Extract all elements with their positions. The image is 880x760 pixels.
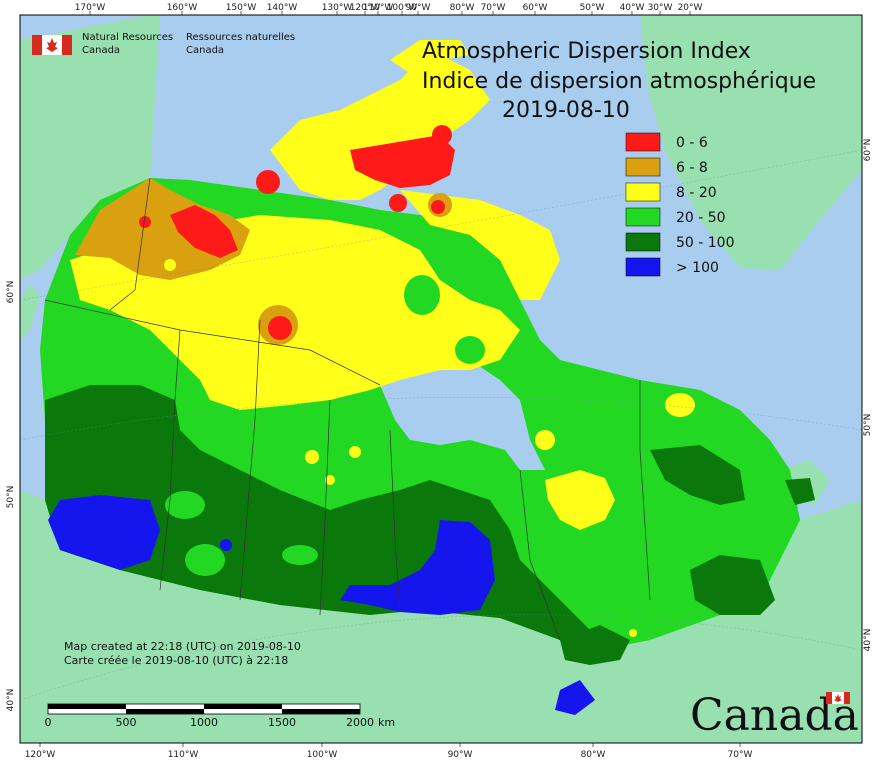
legend-label: 50 - 100 [676, 235, 735, 251]
top-tick-label: 40°W [620, 3, 645, 13]
scale-label: 1000 [190, 716, 218, 729]
top-tick-label: 90°W [406, 3, 431, 13]
bottom-tick-label: 100°W [307, 750, 338, 760]
bottom-tick-label: 120°W [25, 750, 56, 760]
credit-fr: Carte créée le 2019-08-10 (UTC) à 22:18 [64, 654, 288, 667]
title-fr: Indice de dispersion atmosphérique [422, 69, 816, 94]
legend-swatch [625, 232, 661, 252]
index-zones [45, 125, 815, 715]
wordmark-flag-icon [826, 692, 850, 704]
top-tick-label: 20°W [678, 3, 703, 13]
bottom-tick-label: 110°W [168, 750, 199, 760]
top-tick-label: 50°W [580, 3, 605, 13]
top-tick-label: 80°W [450, 3, 475, 13]
legend-label: > 100 [676, 260, 719, 276]
scale-label: 1500 [268, 716, 296, 729]
canada-wordmark: Canada [690, 690, 859, 741]
bottom-ticks: 120°W 110°W 100°W 90°W 80°W 70°W [25, 743, 753, 760]
left-tick-label: 50°N [6, 486, 16, 509]
legend-swatch [625, 207, 661, 227]
agency-fr-line1: Ressources naturelles [186, 32, 295, 43]
scale-unit: km [378, 716, 395, 729]
top-tick-label: 170°W [75, 3, 106, 13]
agency-logo: Natural Resources Canada Ressources natu… [32, 32, 295, 56]
top-tick-label: 120°W [350, 3, 381, 13]
credit-en: Map created at 22:18 (UTC) on 2019-08-10 [64, 640, 301, 653]
legend: 0 - 6 6 - 8 8 - 20 20 - 50 50 - 100 > 100 [625, 132, 735, 277]
legend-label: 8 - 20 [676, 185, 717, 201]
left-tick-label: 40°N [6, 689, 16, 712]
scale-bar: 0 500 1000 1500 2000 km [45, 703, 395, 729]
legend-label: 6 - 8 [676, 160, 708, 176]
top-tick-label: 150°W [226, 3, 257, 13]
right-tick-label: 60°N [863, 139, 873, 162]
top-ticks: 170°W 160°W 150°W 140°W 130°W120°W110°W100°W… [75, 3, 703, 15]
scale-label: 500 [116, 716, 137, 729]
left-ticks: 60°N 50°N 40°N [6, 281, 16, 712]
top-tick-label: 160°W [167, 3, 198, 13]
top-tick-label: 110°W [363, 3, 394, 13]
right-ticks: 60°N 50°N 40°N [863, 139, 873, 652]
top-tick-label: 30°W [648, 3, 673, 13]
scale-label: 0 [45, 716, 52, 729]
canada-flag-icon [32, 35, 72, 55]
bottom-tick-label: 90°W [448, 750, 473, 760]
legend-label: 20 - 50 [676, 210, 726, 226]
bottom-tick-label: 70°W [728, 750, 753, 760]
province-borders [44, 177, 651, 641]
hudson-bay [380, 360, 545, 470]
legend-swatch [625, 132, 661, 152]
right-tick-label: 40°N [863, 629, 873, 652]
bottom-tick-label: 80°W [581, 750, 606, 760]
map-date: 2019-08-10 [502, 98, 630, 123]
scale-label: 2000 [346, 716, 374, 729]
legend-swatch [625, 157, 661, 177]
top-tick-label: 140°W [267, 3, 298, 13]
graticule [19, 149, 863, 701]
legend-swatch [625, 257, 661, 277]
right-tick-label: 50°N [863, 414, 873, 437]
top-tick-label: 60°W [523, 3, 548, 13]
agency-fr-line2: Canada [186, 45, 224, 56]
legend-swatch [625, 182, 661, 202]
title-en: Atmospheric Dispersion Index [422, 39, 751, 64]
top-tick-label: 70°W [481, 3, 506, 13]
left-tick-label: 60°N [6, 281, 16, 304]
top-tick-label: 100°W [387, 3, 418, 13]
agency-en-line1: Natural Resources [82, 32, 173, 43]
legend-label: 0 - 6 [676, 135, 708, 151]
top-tick-label: 130°W [322, 3, 353, 13]
agency-en-line2: Canada [82, 45, 120, 56]
